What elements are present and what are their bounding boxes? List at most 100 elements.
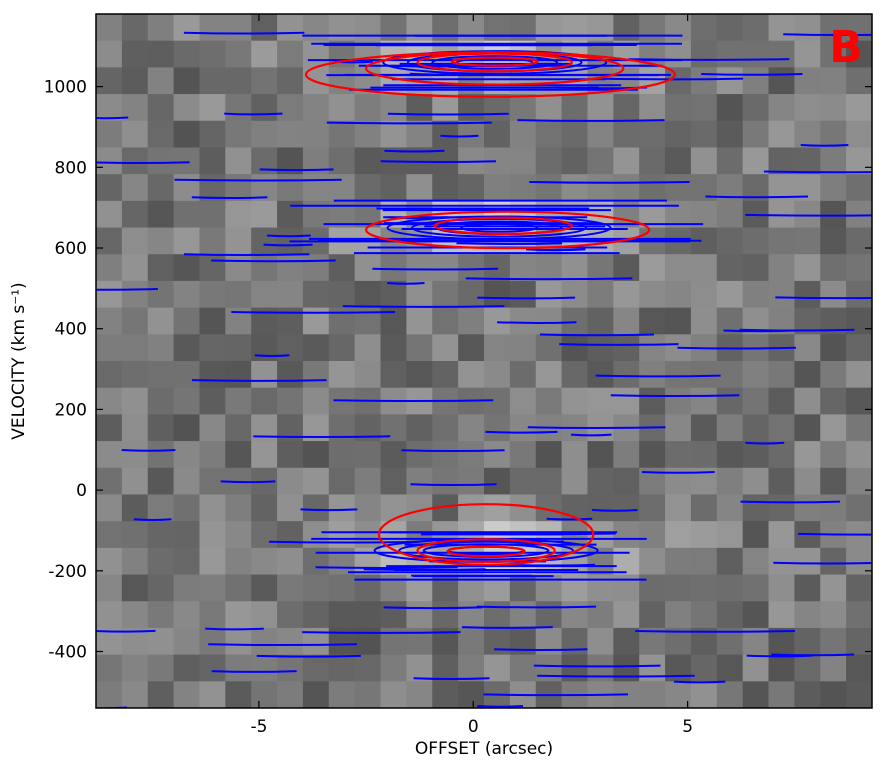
heatmap-cell xyxy=(665,547,692,576)
heatmap-cell xyxy=(484,441,511,469)
heatmap-cell xyxy=(820,94,847,122)
heatmap-cell xyxy=(665,387,692,415)
heatmap-cell xyxy=(147,307,175,335)
heatmap-cell xyxy=(96,254,123,282)
heatmap-cell xyxy=(716,361,744,389)
heatmap-cell xyxy=(690,387,718,415)
blue-contour-streak xyxy=(224,112,283,116)
heatmap-cell xyxy=(509,120,537,149)
heatmap-cell xyxy=(794,574,821,602)
heatmap-cell xyxy=(199,601,226,629)
heatmap-cell xyxy=(794,120,821,149)
heatmap-cell xyxy=(173,467,201,496)
heatmap-cell xyxy=(846,414,872,442)
heatmap-cell xyxy=(820,387,847,415)
heatmap-cell xyxy=(199,14,226,42)
heatmap-cell xyxy=(639,14,666,42)
blue-contour-streak xyxy=(677,346,797,350)
heatmap-cell xyxy=(173,654,201,682)
heatmap-cell xyxy=(535,654,563,682)
x-axis-title: OFFSET (arcsec) xyxy=(415,739,553,759)
heatmap-cell xyxy=(846,94,872,122)
heatmap-cell xyxy=(535,627,563,656)
blue-contour-streak xyxy=(315,566,458,570)
heatmap-cell xyxy=(690,307,718,335)
heatmap-cell xyxy=(665,601,692,629)
heatmap-cell xyxy=(690,547,718,576)
heatmap-cell xyxy=(794,147,821,175)
blue-contour-streak xyxy=(701,73,803,76)
heatmap-cell xyxy=(742,361,770,389)
heatmap-cell xyxy=(561,387,589,415)
heatmap-cell xyxy=(96,574,123,602)
heatmap-cell xyxy=(509,334,537,362)
blue-contour-streak xyxy=(401,449,505,453)
heatmap-cell xyxy=(587,94,614,122)
heatmap-cell xyxy=(302,681,330,708)
heatmap-cell xyxy=(561,334,589,362)
heatmap-cell xyxy=(820,574,847,602)
heatmap-cell xyxy=(354,521,382,549)
blue-contour-streak xyxy=(326,121,492,125)
heatmap-cell xyxy=(613,14,640,42)
blue-contour-streak xyxy=(477,705,524,708)
heatmap-cell xyxy=(328,574,356,602)
blue-contour-streak xyxy=(220,480,276,484)
blue-contour-streak xyxy=(269,540,421,544)
heatmap-cell xyxy=(96,227,123,255)
heatmap-cell xyxy=(432,601,459,629)
heatmap-cell xyxy=(742,414,770,442)
heatmap-cell xyxy=(639,120,666,149)
heatmap-cell xyxy=(432,654,459,682)
blue-contour-streak xyxy=(410,483,497,486)
heatmap-cell xyxy=(639,147,666,175)
heatmap-cell xyxy=(768,227,795,255)
heatmap-cell xyxy=(147,120,175,149)
heatmap-cell xyxy=(509,280,537,309)
heatmap-cell xyxy=(716,227,744,255)
blue-contour-streak xyxy=(387,112,509,116)
heatmap-cell xyxy=(199,574,226,602)
heatmap-cell xyxy=(251,521,278,549)
heatmap-cell xyxy=(96,654,123,682)
heatmap-cell xyxy=(96,414,123,442)
heatmap-cell xyxy=(173,547,201,576)
heatmap-cell xyxy=(535,174,563,202)
heatmap-cell xyxy=(277,387,304,415)
heatmap-cell xyxy=(665,120,692,149)
heatmap-cell xyxy=(354,280,382,309)
heatmap-cell xyxy=(639,94,666,122)
heatmap-cell xyxy=(173,227,201,255)
heatmap-cell xyxy=(302,387,330,415)
blue-contour-streak xyxy=(739,328,855,332)
heatmap-cell xyxy=(406,334,433,362)
blue-contour-streak xyxy=(372,267,499,271)
x-tick-label: -5 xyxy=(250,717,267,737)
heatmap-cell xyxy=(302,601,330,629)
heatmap-cell xyxy=(484,361,511,389)
heatmap-cell xyxy=(121,681,149,708)
heatmap-cell xyxy=(251,654,278,682)
heatmap-cell xyxy=(509,654,537,682)
heatmap-cell xyxy=(794,441,821,469)
heatmap-cell xyxy=(225,654,252,682)
blue-contour-streak xyxy=(483,693,629,697)
heatmap-cell xyxy=(535,254,563,282)
heatmap-cell xyxy=(742,574,770,602)
heatmap-cell xyxy=(716,387,744,415)
blue-contour-streak xyxy=(384,149,445,153)
blue-contour-streak xyxy=(387,282,425,285)
heatmap-cell xyxy=(277,574,304,602)
heatmap-cell xyxy=(846,14,872,42)
heatmap-cell xyxy=(535,387,563,415)
heatmap-cell xyxy=(121,227,149,255)
blue-contour-loop xyxy=(382,50,608,75)
heatmap-cell xyxy=(794,547,821,576)
heatmap-cell xyxy=(509,361,537,389)
heatmap-cell xyxy=(509,147,537,175)
heatmap-cell xyxy=(354,601,382,629)
heatmap-cell xyxy=(277,94,304,122)
heatmap-cell xyxy=(716,14,744,42)
heatmap-cell xyxy=(147,14,175,42)
heatmap-cell xyxy=(665,574,692,602)
